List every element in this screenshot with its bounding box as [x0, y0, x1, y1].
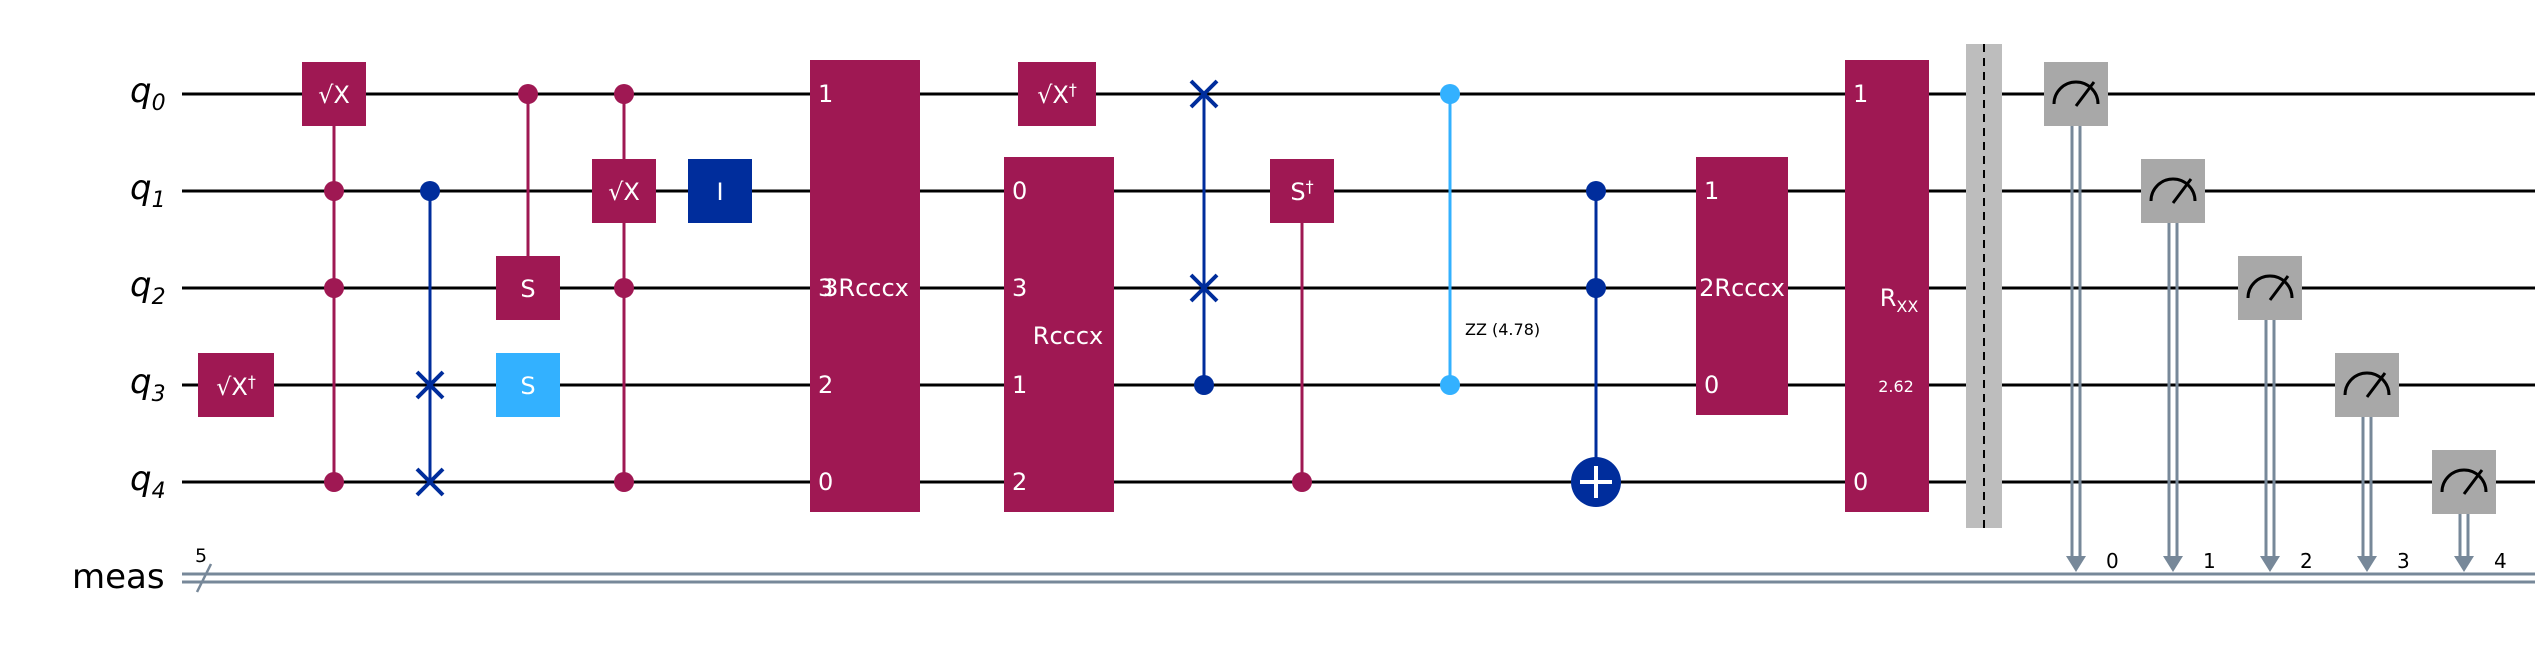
rxx-port: 1: [1853, 80, 1868, 108]
zz-dot-q0: [1440, 84, 1460, 104]
rcccx-a-port: 1: [818, 80, 833, 108]
rcccx-a-label: 3Rcccx: [823, 274, 909, 302]
measure-bit-label: 3: [2397, 549, 2410, 573]
meter-icon: [2343, 371, 2391, 396]
sx-gate-q1: [592, 159, 656, 223]
control-dot: [614, 278, 634, 298]
measure-arrow: [2260, 556, 2280, 572]
measure-gate-q3: [2335, 353, 2399, 417]
sdg-gate-q1: [1270, 159, 1334, 223]
meter-needle: [2462, 469, 2484, 495]
qubit-label-q4: q4: [130, 459, 166, 504]
control-dot: [1586, 278, 1606, 298]
rcccx-a-port: 3: [818, 274, 833, 302]
rcccx-b-port: 3: [1012, 274, 1027, 302]
meter-needle: [2268, 275, 2290, 301]
sxdg-gate-q0: [1018, 62, 1096, 126]
control-dot: [614, 84, 634, 104]
measure-gate-q0: [2044, 62, 2108, 126]
qubit-label-q3: q3: [130, 362, 166, 407]
s-gate-q2: [496, 256, 560, 320]
qubit-label-q0: q0: [130, 71, 166, 116]
id-gate-q1: [688, 159, 752, 223]
control-dot: [324, 278, 344, 298]
zz-label: ZZ (4.78): [1465, 320, 1540, 339]
rcccx-c-label: 2Rcccx: [1699, 274, 1785, 302]
classical-register-label: meas: [72, 557, 165, 597]
sxdg-q3-label: √X†: [216, 372, 256, 401]
rcccx-gate-b: [1004, 157, 1114, 512]
s-gate-q3: [496, 353, 560, 417]
swap-cross-q4: [415, 467, 445, 497]
classical-register-width: 5: [195, 545, 207, 567]
sxdg-q0-label: √X†: [1037, 80, 1077, 109]
rcccx-gate-c: [1696, 157, 1788, 415]
rcccx-b-port: 1: [1012, 371, 1027, 399]
meter-needle: [2171, 178, 2193, 204]
rcccx-b-port: 0: [1012, 177, 1027, 205]
measure-bit-label: 1: [2203, 549, 2216, 573]
measure-bit-label: 0: [2106, 549, 2119, 573]
measure-arrow: [2454, 556, 2474, 572]
control-dot: [614, 472, 634, 492]
qubit-label-q1: q1: [130, 168, 166, 213]
meter-icon: [2052, 80, 2100, 105]
measure-gate-q2: [2238, 256, 2302, 320]
id-q1-label: I: [716, 178, 723, 206]
classical-wire: [182, 563, 2535, 593]
control-dot: [420, 181, 440, 201]
measure-gate-q4: [2432, 450, 2496, 514]
swap-cross-q2: [1189, 273, 1219, 303]
measure-bit-label: 2: [2300, 549, 2313, 573]
meter-icon: [2440, 468, 2488, 493]
meter-needle: [2365, 372, 2387, 398]
measure-arrow: [2357, 556, 2377, 572]
rcccx-b-port: 2: [1012, 468, 1027, 496]
rcccx-gate-a: [810, 60, 920, 512]
sxdg-gate-q3: [198, 353, 274, 417]
sx-gate-q0: [302, 62, 366, 126]
sdg-q1-label: S†: [1290, 177, 1313, 206]
s-q3-label: S: [520, 372, 535, 400]
rxx-param: 2.62: [1878, 377, 1914, 396]
plus-icon: [1580, 466, 1612, 498]
rxx-port: 0: [1853, 468, 1868, 496]
control-dot: [1194, 375, 1214, 395]
measure-bit-label: 4: [2494, 549, 2507, 573]
sx-q1-label: √X: [608, 178, 640, 206]
rxx-label: RXX: [1880, 284, 1919, 316]
zz-dot-q3: [1440, 375, 1460, 395]
control-dot: [518, 84, 538, 104]
control-dot: [324, 472, 344, 492]
rcccx-b-label: Rcccx: [1033, 322, 1103, 350]
meter-icon: [2246, 274, 2294, 299]
control-dot: [1292, 472, 1312, 492]
measure-arrow: [2163, 556, 2183, 572]
measure-arrow: [2066, 556, 2086, 572]
rcccx-c-port: 0: [1704, 371, 1719, 399]
s-q2-label: S: [520, 275, 535, 303]
rcccx-a-port: 2: [818, 371, 833, 399]
qubit-label-q2: q2: [130, 265, 166, 310]
meter-icon: [2149, 177, 2197, 202]
measure-gate-q1: [2141, 159, 2205, 223]
sx-q0-label: √X: [318, 81, 350, 109]
control-dot: [324, 181, 344, 201]
measurements: 0 1 2 3 4: [2044, 62, 2507, 573]
rxx-gate: [1845, 60, 1929, 512]
swap-cross-q3: [415, 370, 445, 400]
rcccx-c-port: 1: [1704, 177, 1719, 205]
bus-slash: [195, 563, 213, 593]
swap-cross-q0: [1189, 79, 1219, 109]
rcccx-a-port: 0: [818, 468, 833, 496]
control-dot: [1586, 181, 1606, 201]
meter-needle: [2074, 81, 2096, 107]
